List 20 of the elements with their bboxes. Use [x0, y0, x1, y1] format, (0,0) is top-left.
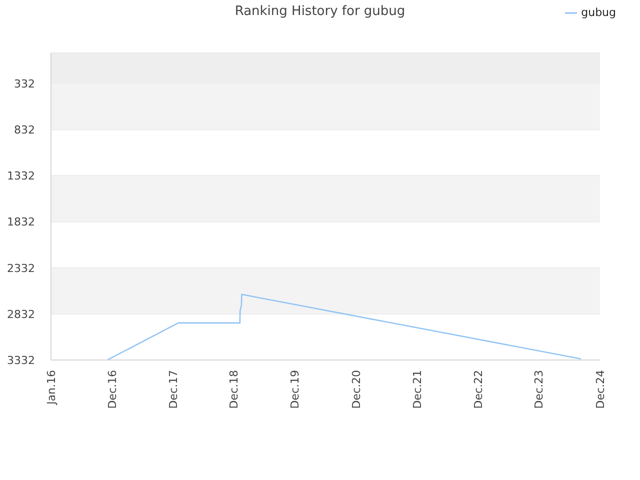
x-tick-label: Dec.18 — [228, 370, 241, 409]
x-tick-label: Dec.23 — [532, 370, 546, 409]
chart-title: Ranking History for gubug — [234, 4, 406, 19]
y-tick-label: 832 — [14, 124, 35, 137]
y-tick-label: 332 — [14, 77, 35, 90]
x-tick-label: Dec.16 — [106, 370, 119, 409]
x-tick-label: Dec.21 — [410, 370, 424, 409]
y-tick-label: 2832 — [7, 308, 35, 321]
x-tick-label: Dec.19 — [288, 370, 302, 409]
x-tick-label: Dec.17 — [166, 370, 180, 409]
y-tick-label: 1832 — [7, 216, 35, 229]
legend-label: gubug — [581, 6, 616, 19]
x-tick-label: Dec.22 — [472, 370, 485, 409]
y-tick-label: 1332 — [7, 170, 35, 183]
line-series — [106, 294, 582, 360]
x-tick-label: Dec.20 — [350, 370, 363, 409]
y-tick-label: 2332 — [7, 262, 35, 275]
x-tick-label: Jan.16 — [44, 370, 58, 406]
y-tick-label: 3332 — [7, 354, 35, 367]
x-tick-label: Dec.24 — [594, 370, 607, 409]
